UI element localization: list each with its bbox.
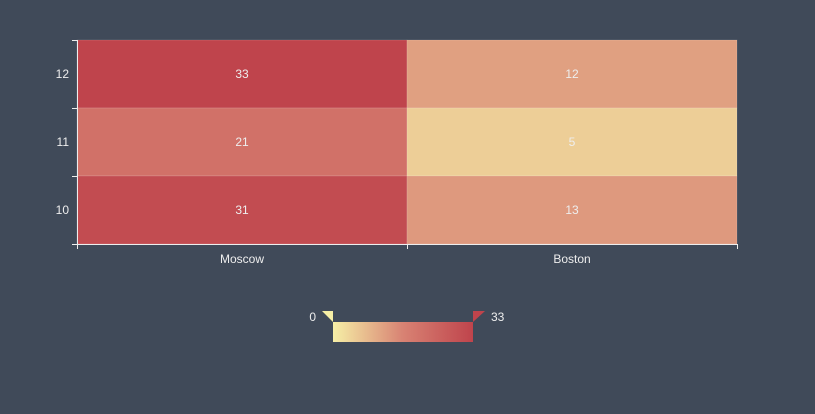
x-axis-tick-label: Moscow: [220, 252, 264, 266]
visual-map-max-handle[interactable]: [473, 311, 485, 322]
cell-value-label: 31: [235, 203, 249, 217]
cell-value-label: 12: [565, 67, 579, 81]
x-axis-ticks: Moscow Boston: [77, 244, 738, 266]
y-axis-tick-label: 11: [57, 135, 70, 149]
heatmap-cell[interactable]: [76, 107, 408, 177]
cell-value-label: 33: [235, 67, 249, 81]
cell-value-label: 13: [565, 203, 579, 217]
heatmap-cell[interactable]: [406, 39, 738, 109]
heatmap-cell[interactable]: [76, 175, 408, 245]
cell-value-labels: 33 12 21 5 31 13: [235, 67, 579, 217]
y-axis-tick-label: 12: [56, 67, 70, 81]
y-axis-tick-label: 10: [56, 203, 70, 217]
heatmap-cell[interactable]: [406, 175, 738, 245]
cell-value-label: 21: [235, 135, 249, 149]
heatmap-cell[interactable]: [76, 39, 408, 109]
visual-map-max-label: 33: [491, 310, 505, 324]
visual-map-legend[interactable]: 0 33: [309, 310, 505, 342]
visual-map-min-handle[interactable]: [322, 311, 333, 322]
cell-value-label: 5: [569, 135, 576, 149]
y-axis-ticks: 10 11 12: [56, 40, 77, 245]
visual-map-min-label: 0: [309, 310, 316, 324]
visual-map-gradient-bar[interactable]: [333, 322, 473, 342]
heatmap-cell[interactable]: [406, 107, 738, 177]
heatmap-cells: [76, 39, 738, 245]
x-axis-tick-label: Boston: [553, 252, 590, 266]
